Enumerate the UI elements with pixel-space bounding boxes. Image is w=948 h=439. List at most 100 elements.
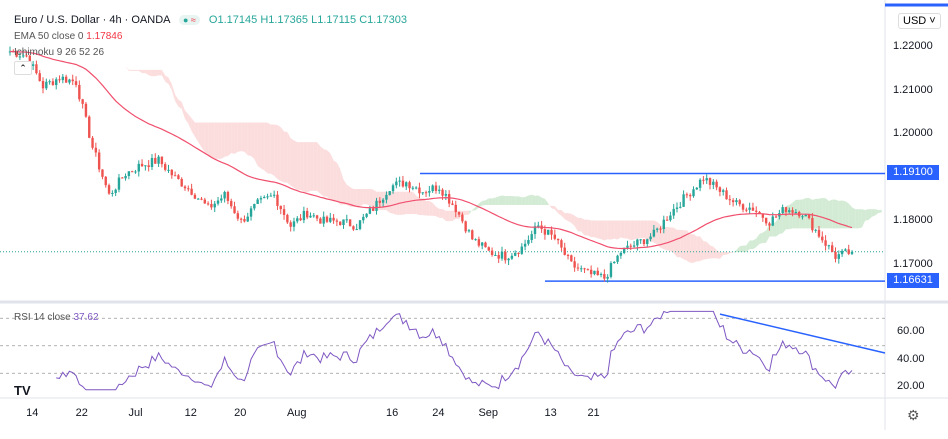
rsi-line	[56, 310, 853, 391]
candle-body	[761, 213, 765, 218]
tradingview-logo[interactable]: TV	[14, 383, 31, 398]
candle-body	[837, 254, 840, 259]
candle-body	[325, 216, 329, 222]
symbol-title[interactable]: Euro / U.S. Dollar · 4h · OANDA	[14, 14, 170, 26]
ichimoku-cloud-segment	[835, 199, 839, 229]
candle-body	[130, 171, 134, 173]
ichimoku-cloud-segment	[535, 195, 539, 206]
ichimoku-cloud-segment	[310, 142, 314, 191]
level-price-tag[interactable]: 1.16631	[887, 273, 939, 289]
ichimoku-cloud-segment	[541, 197, 545, 206]
ichimoku-cloud-segment	[468, 209, 473, 215]
collapse-legend-button[interactable]: ⌃	[14, 61, 32, 75]
candle-body	[315, 215, 319, 219]
candle-body	[616, 255, 619, 262]
ichimoku-cloud-segment	[828, 199, 833, 229]
ichimoku-cloud-segment	[429, 201, 433, 216]
candle-body	[157, 156, 160, 164]
ichimoku-cloud-segment	[360, 189, 364, 207]
candle-body	[177, 175, 180, 179]
candle-body	[510, 255, 514, 259]
ichimoku-cloud-segment	[719, 252, 724, 259]
market-status-badge[interactable]: ● ≈	[178, 15, 200, 25]
candle-body	[467, 230, 471, 232]
ichimoku-legend[interactable]: Ichimoku 9 26 52 26	[14, 47, 104, 58]
ichimoku-cloud-segment	[224, 122, 228, 157]
time-tick-label: 22	[75, 407, 88, 419]
candle-body	[309, 215, 312, 218]
currency-select[interactable]: USD ˅	[898, 13, 941, 29]
candle-body	[352, 226, 355, 230]
candle-body	[814, 229, 817, 231]
rsi-tick-label: 20.00	[897, 380, 925, 392]
candle-body	[748, 207, 751, 210]
ichimoku-cloud-segment	[356, 189, 361, 207]
candle-body	[319, 218, 322, 224]
ichimoku-cloud-segment	[320, 146, 324, 197]
candle-body	[434, 185, 438, 191]
ichimoku-cloud-segment	[663, 226, 668, 251]
ichimoku-cloud-segment	[409, 191, 413, 215]
ichimoku-cloud-segment	[743, 245, 747, 253]
candle-body	[362, 216, 365, 221]
candle-body	[781, 207, 784, 214]
candle-body	[279, 205, 282, 210]
ichimoku-cloud-segment	[257, 122, 261, 169]
candle-body	[167, 169, 170, 171]
candle-body	[514, 252, 517, 256]
ema-legend[interactable]: EMA 50 close 0 1.17846	[14, 31, 122, 42]
candle-body	[137, 163, 140, 172]
ichimoku-cloud-segment	[128, 69, 133, 71]
candle-body	[728, 199, 732, 201]
candle-body	[233, 206, 236, 214]
candle-body	[348, 219, 352, 227]
ohlc-close: C1.17303	[359, 14, 407, 26]
price-tick-label: 1.21000	[893, 83, 933, 96]
ichimoku-cloud-segment	[462, 210, 466, 216]
candle-body	[84, 103, 88, 117]
ichimoku-cloud-segment	[297, 142, 301, 191]
ichimoku-cloud-segment	[845, 201, 849, 229]
candle-body	[784, 207, 788, 213]
candle-body	[576, 267, 580, 269]
candle-body	[774, 216, 778, 218]
ichimoku-cloud-segment	[838, 200, 843, 229]
ichimoku-cloud-segment	[465, 210, 469, 216]
rsi-legend[interactable]: RSI 14 close 37.62	[14, 312, 99, 323]
candle-body	[811, 218, 814, 231]
candle-body	[504, 251, 507, 261]
candle-body	[768, 223, 771, 226]
ichimoku-cloud-segment	[640, 220, 644, 238]
candle-body	[124, 176, 127, 179]
ichimoku-cloud-segment	[832, 199, 836, 229]
candle-body	[243, 219, 246, 222]
candle-body	[447, 194, 451, 204]
ema-label: EMA 50 close 0	[14, 31, 84, 42]
ichimoku-cloud-segment	[204, 122, 209, 155]
ichimoku-cloud-segment	[587, 219, 592, 238]
ichimoku-cloud-segment	[653, 220, 658, 245]
candle-body	[613, 261, 616, 264]
candle-body	[599, 274, 603, 276]
candle-body	[527, 240, 530, 244]
ichimoku-cloud-segment	[350, 186, 354, 207]
ichimoku-cloud-segment	[432, 202, 436, 217]
candle-body	[414, 187, 418, 189]
candle-body	[385, 194, 388, 200]
candle-body	[263, 197, 266, 199]
candle-body	[741, 204, 745, 210]
ichimoku-cloud-segment	[624, 220, 628, 239]
ohlc-high: H1.17365	[260, 14, 309, 26]
candle-body	[444, 194, 448, 196]
ichimoku-cloud-segment	[657, 221, 661, 248]
candle-body	[276, 194, 279, 206]
level-price-tag[interactable]: 1.19100	[887, 165, 939, 181]
candle-body	[94, 147, 98, 153]
ichimoku-cloud-segment	[762, 230, 767, 244]
ichimoku-cloud-segment	[670, 227, 674, 254]
candle-body	[64, 76, 68, 83]
candle-body	[665, 219, 669, 221]
ichimoku-cloud-segment	[848, 203, 852, 229]
settings-gear-icon[interactable]: ⚙	[907, 407, 920, 423]
